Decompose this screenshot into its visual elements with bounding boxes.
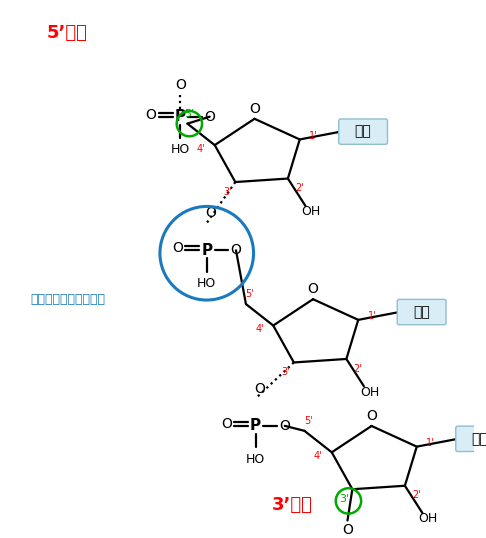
FancyBboxPatch shape [339,119,387,144]
Text: 5': 5' [245,289,254,299]
Text: 2': 2' [354,364,363,374]
Text: 1': 1' [309,131,318,140]
Text: P: P [201,243,212,258]
FancyBboxPatch shape [456,426,486,451]
Text: O: O [221,417,232,431]
Text: OH: OH [302,205,321,218]
Text: 4': 4' [197,144,206,154]
Text: 5': 5' [184,109,194,119]
Text: HO: HO [171,143,190,157]
Text: 4': 4' [255,324,264,335]
Text: 塩基: 塩基 [472,432,486,446]
Text: O: O [254,382,265,396]
Text: P: P [250,419,261,433]
Text: HO: HO [197,277,216,290]
Text: O: O [204,110,215,124]
Text: 5’末端: 5’末端 [47,24,87,42]
Text: O: O [308,282,318,296]
Text: OH: OH [418,512,438,526]
Text: O: O [279,419,290,433]
Text: 5': 5' [304,416,312,426]
Text: 3': 3' [223,187,232,197]
Text: 1': 1' [426,438,434,448]
Text: 4': 4' [314,451,322,461]
Text: 3': 3' [340,494,349,504]
FancyBboxPatch shape [397,299,446,325]
Text: O: O [205,206,216,220]
Text: HO: HO [246,452,265,465]
Text: 2': 2' [295,183,304,193]
Text: P: P [175,109,186,124]
Text: 3’末端: 3’末端 [272,496,313,514]
Text: O: O [230,243,242,257]
Text: O: O [172,242,183,256]
Text: ホスホジエステル結合: ホスホジエステル結合 [31,293,106,306]
Text: O: O [249,102,260,116]
Text: 塩基: 塩基 [355,125,371,139]
Text: 2': 2' [412,491,421,500]
Text: OH: OH [360,386,380,399]
Text: O: O [342,523,353,537]
Text: O: O [175,79,186,93]
Text: 塩基: 塩基 [413,305,430,319]
Text: 3': 3' [282,367,290,377]
Text: O: O [366,409,377,423]
Text: 1': 1' [367,311,376,321]
Text: O: O [146,108,156,122]
